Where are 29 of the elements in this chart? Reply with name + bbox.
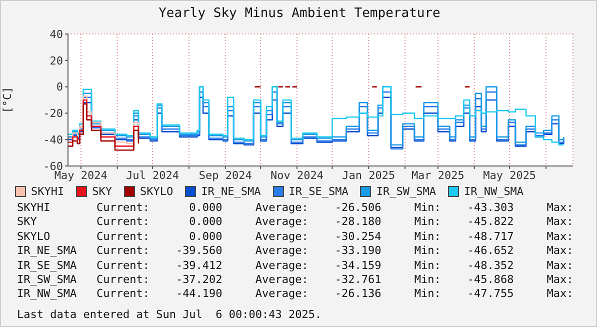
x-tick-label: Mar 2025	[411, 168, 464, 182]
text: IR_NW_SMA Current: -44.190 Average: -26.136 Min: -47.755 Max:	[17, 287, 574, 302]
x-tick-label: May 2025	[483, 168, 536, 182]
text: IR_SE_SMA Current: -39.412 Average: -34.159 Min: -48.352 Max:	[17, 258, 574, 274]
x-tick-label: Nov 2024	[270, 168, 324, 182]
legend-label: SKYHI	[31, 185, 64, 198]
y-tick-label: 20	[50, 54, 63, 68]
text: SKYLO Current: 0.000 Average: -30.254 Min: -48.717 Max:	[17, 230, 574, 244]
legend-label: IR_SW_SMA	[376, 185, 436, 198]
x-tick-label: Sep 2024	[198, 168, 252, 182]
x-tick-label: Jul 2024	[126, 168, 180, 182]
legend-label: IR_SE_SMA	[288, 185, 348, 198]
text: IR_SW_SMA Current: -37.202 Average: -32.761 Min: -45.868 Max:	[17, 273, 574, 288]
y-tick-label: 0	[56, 80, 63, 94]
legend-label: SKY	[92, 185, 112, 198]
y-tick-label: -20	[43, 107, 63, 120]
text: SKY Current: 0.000 Average: -28.180 Min: -45.822 Max:	[17, 215, 574, 230]
legend-label: IR_NE_SMA	[201, 185, 261, 198]
x-tick-label: May 2024	[54, 168, 108, 182]
text: IR_NE_SMA Current: -39.560 Average: -33.190 Min: -46.652 Max:	[17, 244, 574, 259]
text: Last data entered at Sun Jul 6 00:00:43 2025.	[17, 308, 323, 322]
y-tick-label: -40	[43, 134, 63, 147]
text: SKYHI Current: 0.000 Average: -26.506 Min: -43.303 Max:	[17, 201, 574, 216]
x-tick-label: Jan 2025	[342, 168, 396, 182]
y-tick-label: 40	[50, 28, 63, 41]
y-axis-title: [°C]	[0, 86, 14, 114]
legend-label: SKYLO	[140, 185, 174, 198]
legend-label: IR_NW_SMA	[464, 185, 524, 198]
chart-title: Yearly Sky Minus Ambient Temperature	[158, 6, 442, 21]
